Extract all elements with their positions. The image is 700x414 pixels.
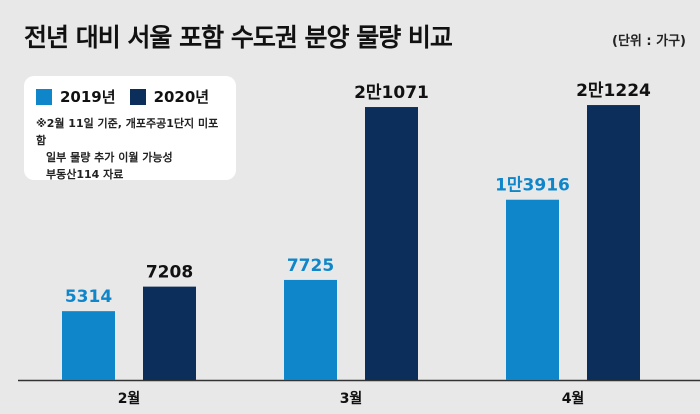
legend-swatch-2020 xyxy=(129,88,146,105)
data-label-feb-2020: 7208 xyxy=(146,263,193,283)
unit-label: (단위 : 가구) xyxy=(612,34,686,49)
legend-item-2020: 2020년 xyxy=(129,86,210,107)
data-label-feb-2019: 5314 xyxy=(65,287,112,307)
bar-feb-2019 xyxy=(62,311,115,380)
legend: 2019년 2020년 ※2월 11일 기준, 개포주공1단지 미포함 일부 물… xyxy=(24,76,236,181)
bar-apr-2020 xyxy=(587,105,640,380)
legend-note-2: 일부 물량 추가 이월 가능성 xyxy=(46,151,173,164)
legend-item-2019: 2019년 xyxy=(36,86,116,107)
x-tick-label-apr: 4월 xyxy=(562,390,585,407)
legend-swatch-2019 xyxy=(36,88,52,105)
data-label-mar-2019: 7725 xyxy=(287,256,334,276)
x-tick-label-feb: 2월 xyxy=(118,390,141,407)
data-label-mar-2020: 2만1071 xyxy=(354,83,429,103)
legend-note-1: ※2월 11일 기준, 개포주공1단지 미포함 xyxy=(36,117,219,147)
bar-mar-2020 xyxy=(365,107,418,380)
legend-label-2020: 2020년 xyxy=(153,88,210,106)
legend-label-2019: 2019년 xyxy=(60,88,116,106)
bar-feb-2020 xyxy=(143,286,196,380)
data-label-apr-2020: 2만1224 xyxy=(576,81,651,101)
bar-apr-2019 xyxy=(506,199,559,380)
x-tick-label-mar: 3월 xyxy=(340,390,363,407)
bar-mar-2019 xyxy=(284,279,337,380)
chart-title: 전년 대비 서울 포함 수도권 분양 물량 비교 xyxy=(24,23,453,52)
data-label-apr-2019: 1만3916 xyxy=(495,176,570,196)
legend-note-3: 부동산114 자료 xyxy=(46,168,124,181)
